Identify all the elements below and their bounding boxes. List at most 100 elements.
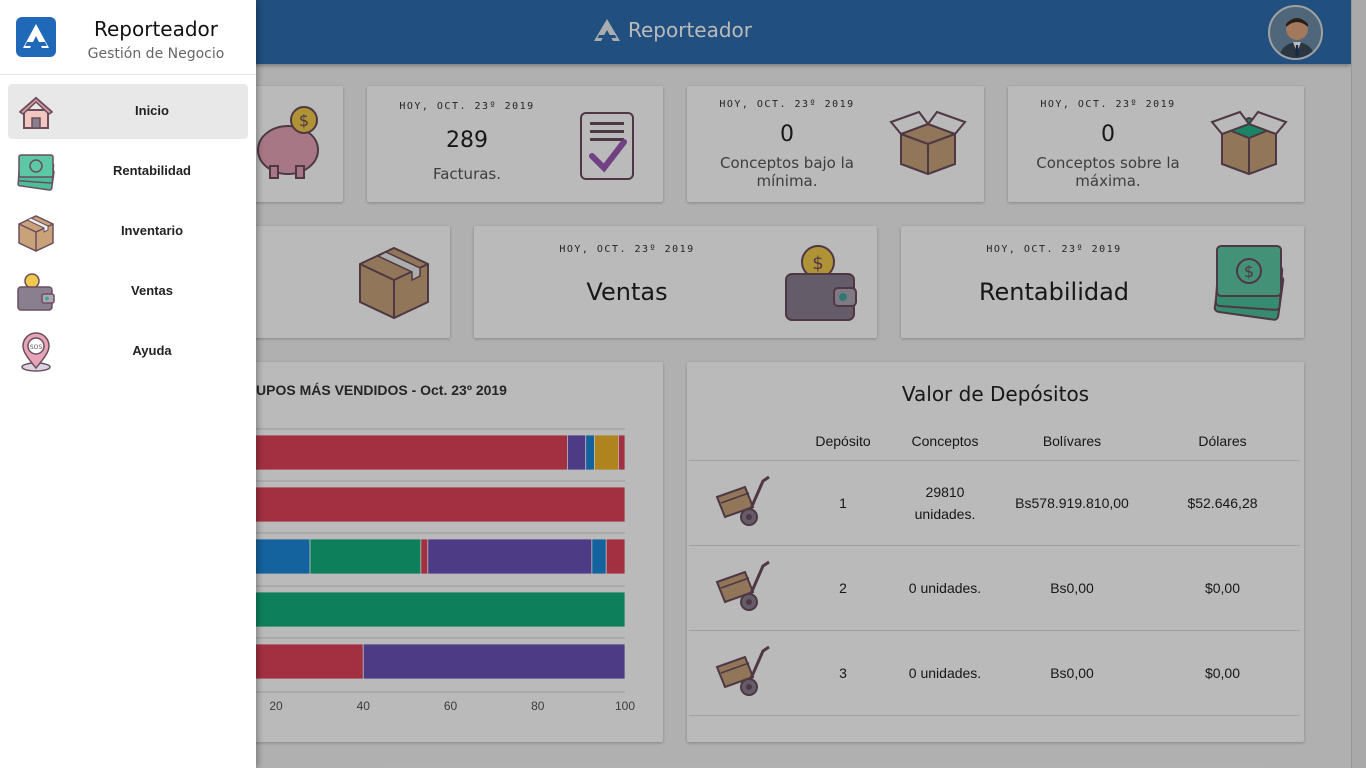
- nav-item-label: Ayuda: [132, 343, 172, 358]
- cell-deposito: 3: [795, 630, 891, 716]
- nav-item-ventas[interactable]: Ventas: [8, 264, 248, 319]
- x-tick-label: 80: [531, 699, 545, 713]
- navigation-drawer: Reporteador Gestión de Negocio Inicio Re…: [0, 0, 256, 768]
- section-date: HOY, OCT. 23º 2019: [986, 244, 1122, 255]
- bar-segment[interactable]: [240, 643, 364, 680]
- section-title: Rentabilidad: [978, 278, 1130, 306]
- kpi-value: 289: [446, 128, 488, 153]
- nav-item-inventario[interactable]: Inventario: [8, 204, 248, 259]
- cell-dolares: $0,00: [1145, 545, 1300, 631]
- column-header: Bolívares: [999, 422, 1145, 461]
- column-header: Depósito: [795, 422, 891, 461]
- header-title: Reporteador: [628, 18, 753, 42]
- bar-segment[interactable]: [309, 538, 422, 575]
- depositos-table: Depósito Conceptos Bolívares Dólares 1 29…: [689, 422, 1300, 716]
- app-logo-icon: [16, 17, 56, 57]
- x-tick-label: 40: [357, 699, 371, 713]
- x-tick-label: 20: [269, 699, 283, 713]
- chart-title: UPOS MÁS VENDIDOS - Oct. 23º 2019: [256, 382, 507, 398]
- svg-text:SOS: SOS: [30, 344, 43, 351]
- drawer-title: Reporteador: [93, 17, 218, 41]
- cell-deposito: 1: [795, 460, 891, 546]
- hand-truck-icon: [689, 545, 795, 631]
- user-avatar[interactable]: [1268, 5, 1323, 60]
- bar-segment[interactable]: [618, 434, 626, 471]
- kpi-label: Conceptos sobre la máxima.: [1036, 154, 1180, 190]
- invoice-check-icon: [580, 112, 634, 180]
- bar-segment[interactable]: [240, 434, 568, 471]
- drawer-header: Reporteador Gestión de Negocio: [0, 0, 256, 75]
- kpi-value: 0: [780, 122, 794, 147]
- header-brand[interactable]: Reporteador: [594, 18, 752, 42]
- open-box-icon: [889, 110, 967, 176]
- money-stack-icon: $: [1213, 245, 1285, 321]
- kpi-card-bajo-minima[interactable]: HOY, OCT. 23º 2019 0 Conceptos bajo la m…: [687, 86, 984, 202]
- section-date: HOY, OCT. 23º 2019: [559, 244, 695, 255]
- nav-item-label: Ventas: [131, 283, 173, 298]
- cell-bolivares: Bs0,00: [999, 630, 1145, 716]
- kpi-label: Conceptos bajo la mínima.: [720, 154, 854, 190]
- x-tick-label: 100: [615, 699, 635, 713]
- svg-text:$: $: [812, 253, 823, 274]
- kpi-card-ahorro[interactable]: $: [240, 86, 343, 202]
- cell-conceptos: 0 unidades.: [891, 545, 999, 631]
- cell-bolivares: Bs578.919.810,00: [999, 460, 1145, 546]
- wallet-icon: [17, 273, 55, 311]
- money-stack-icon: [17, 154, 55, 191]
- depositos-title: Valor de Depósitos: [901, 382, 1090, 406]
- bar-segment[interactable]: [240, 591, 626, 628]
- cell-dolares: $0,00: [1145, 630, 1300, 716]
- cell-conceptos: 29810 unidades.: [891, 460, 999, 546]
- cell-dolares: $52.646,28: [1145, 460, 1300, 546]
- section-card-rentabilidad[interactable]: HOY, OCT. 23º 2019 Rentabilidad $: [901, 226, 1304, 338]
- table-header-row: Depósito Conceptos Bolívares Dólares: [689, 422, 1300, 461]
- kpi-date: HOY, OCT. 23º 2019: [399, 101, 535, 112]
- nav-item-label: Inventario: [120, 223, 184, 238]
- hand-truck-icon: [689, 630, 795, 716]
- stacked-bar-chart: 20 40 60 80 100: [240, 428, 635, 713]
- nav-item-inicio[interactable]: Inicio: [8, 84, 248, 139]
- brand-logo-icon: [594, 19, 620, 41]
- section-card-inventario[interactable]: [240, 226, 450, 338]
- kpi-date: HOY, OCT. 23º 2019: [719, 99, 855, 110]
- box-icon: [359, 246, 429, 320]
- house-icon: [18, 96, 54, 129]
- chart-card: UPOS MÁS VENDIDOS - Oct. 23º 2019 20 40 60…: [240, 362, 663, 742]
- cell-bolivares: Bs0,00: [999, 545, 1145, 631]
- kpi-date: HOY, OCT. 23º 2019: [1040, 99, 1176, 110]
- bar-segment[interactable]: [240, 486, 626, 523]
- piggy-bank-icon: $: [257, 106, 319, 179]
- kpi-value: 0: [1101, 122, 1115, 147]
- section-card-ventas[interactable]: HOY, OCT. 23º 2019 Ventas $: [474, 226, 877, 338]
- sos-pin-icon: SOS: [21, 332, 51, 372]
- bar-segment[interactable]: [605, 538, 626, 575]
- nav-item-label: Rentabilidad: [112, 163, 191, 178]
- column-header: Dólares: [1145, 422, 1300, 461]
- section-title: Ventas: [586, 278, 668, 306]
- icon-column-header: [689, 422, 795, 461]
- nav-item-ayuda[interactable]: SOS Ayuda: [8, 324, 248, 379]
- cell-conceptos: 0 unidades.: [891, 630, 999, 716]
- bar-segment[interactable]: [427, 538, 593, 575]
- box-icon: [18, 215, 54, 252]
- table-row[interactable]: 1 29810 unidades. Bs578.919.810,00 $52.646,…: [689, 460, 1300, 546]
- page-scrollbar[interactable]: [1351, 0, 1366, 768]
- svg-text:$: $: [1244, 262, 1254, 281]
- kpi-card-facturas[interactable]: HOY, OCT. 23º 2019 289 Facturas.: [367, 86, 663, 202]
- drawer-subtitle: Gestión de Negocio: [87, 46, 225, 62]
- depositos-card: Valor de Depósitos Depósito Conceptos Bo…: [687, 362, 1304, 742]
- kpi-label: Facturas.: [432, 165, 502, 183]
- bar-segment[interactable]: [362, 643, 626, 680]
- kpi-card-sobre-maxima[interactable]: HOY, OCT. 23º 2019 0 Conceptos sobre la …: [1008, 86, 1304, 202]
- cell-deposito: 2: [795, 545, 891, 631]
- x-tick-label: 60: [444, 699, 458, 713]
- hand-truck-icon: [689, 460, 795, 546]
- column-header: Conceptos: [891, 422, 999, 461]
- svg-text:$: $: [299, 111, 309, 130]
- full-box-icon: [1210, 110, 1288, 176]
- wallet-icon: $: [785, 245, 857, 321]
- nav-item-label: Inicio: [135, 103, 169, 118]
- nav-item-rentabilidad[interactable]: Rentabilidad: [8, 144, 248, 199]
